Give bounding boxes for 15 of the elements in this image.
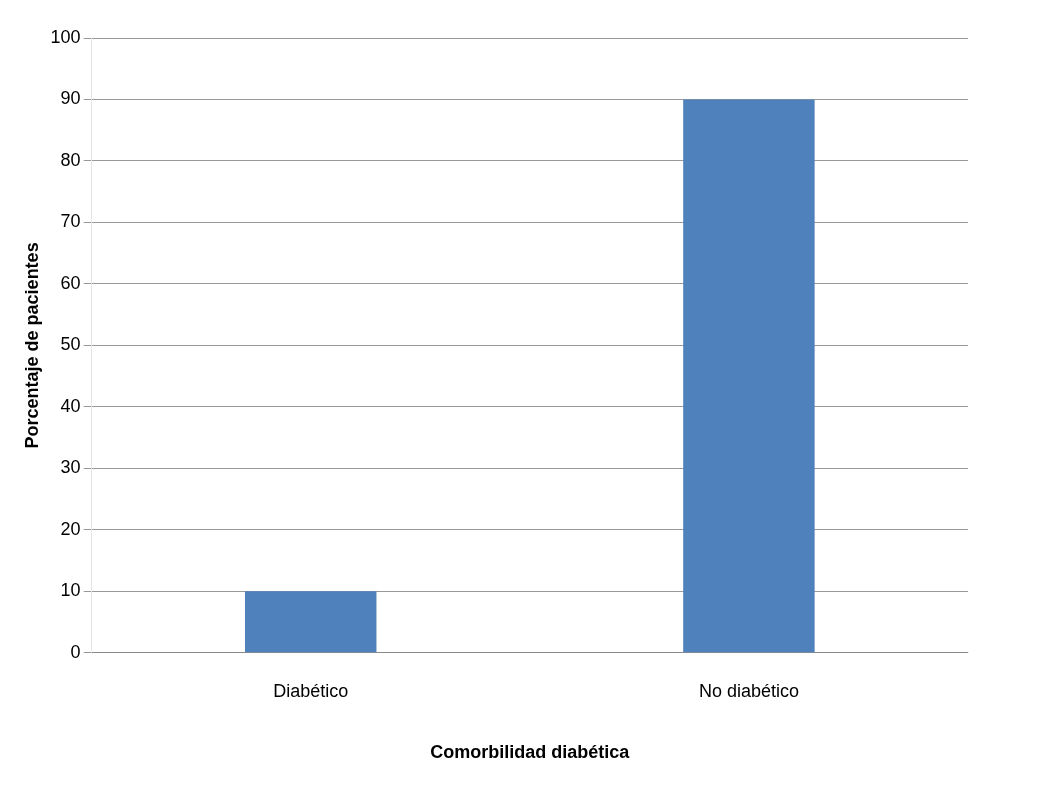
y-tick-label: 10 bbox=[60, 580, 81, 601]
x-tick-label: Diabético bbox=[273, 680, 349, 701]
y-tick-label: 40 bbox=[60, 395, 81, 416]
y-tick-label: 30 bbox=[60, 457, 81, 478]
x-axis-title: Comorbilidad diabética bbox=[430, 742, 631, 763]
y-tick-label: 60 bbox=[60, 272, 81, 293]
y-tick-label: 50 bbox=[60, 334, 81, 355]
y-tick-label: 80 bbox=[60, 149, 81, 170]
y-tick-label: 100 bbox=[50, 26, 81, 47]
y-tick-label: 20 bbox=[60, 518, 81, 539]
y-axis-title: Porcentaje de pacientes bbox=[21, 242, 42, 449]
x-tick-label: No diabético bbox=[698, 680, 799, 701]
y-tick-label: 90 bbox=[60, 88, 81, 109]
y-tick-label: 70 bbox=[60, 211, 81, 232]
y-tick-label: 0 bbox=[70, 641, 81, 662]
